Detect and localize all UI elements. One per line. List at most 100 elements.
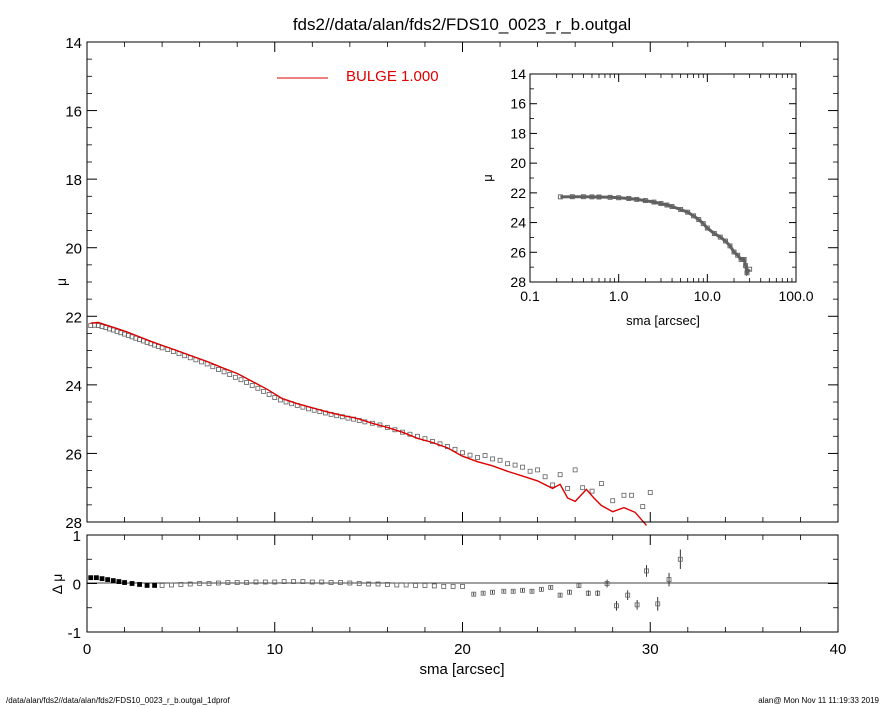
- residual-point: [319, 579, 325, 585]
- residual-point: [450, 584, 456, 589]
- main-data-point: [266, 392, 272, 397]
- residual-point: [422, 583, 428, 588]
- residual-point: [338, 580, 343, 585]
- main-data-point: [512, 462, 518, 468]
- main-data-point: [550, 482, 556, 488]
- residual-point: [300, 579, 306, 584]
- residual-point: [576, 583, 582, 588]
- residual-point: [178, 582, 184, 587]
- residual-point: [490, 589, 495, 595]
- inset-y-tick-label: 16: [510, 96, 526, 112]
- residual-point: [206, 581, 212, 586]
- main-y-tick-label: 28: [65, 515, 82, 532]
- main-data-point: [261, 388, 266, 394]
- main-y-axis-label: μ: [53, 278, 69, 286]
- main-y-tick-label: 18: [65, 172, 82, 189]
- residual-point: [169, 582, 174, 588]
- inset-y-tick-label: 14: [510, 66, 526, 82]
- inset-ticks: [529, 73, 797, 283]
- residual-y-tick-label: 0: [73, 577, 81, 594]
- inset-plot: 14 16 18 20 22 24 26 28 0.1 1.0 10.0 100.0 μ sma […: [480, 66, 814, 328]
- residual-point: [116, 579, 122, 584]
- main-data-point: [505, 461, 510, 467]
- residual-point: [152, 583, 157, 588]
- inset-x-tick-label: 0.1: [520, 288, 540, 304]
- inset-x-tick-label: 10.0: [694, 288, 721, 304]
- residual-point: [366, 581, 372, 587]
- main-y-tick-label: 22: [65, 309, 82, 326]
- main-data-point: [460, 450, 465, 456]
- residual-point: [137, 582, 142, 587]
- residual-point: [460, 584, 465, 589]
- residual-point: [634, 602, 640, 608]
- residual-point: [471, 591, 477, 597]
- main-data-point: [535, 467, 540, 473]
- main-plot: 14 16 18 20 22 24 26 28 μ BULGE 1.000: [53, 35, 839, 532]
- residual-y-tick-label: 1: [73, 528, 81, 545]
- inset-y-tick-label: 26: [510, 244, 526, 260]
- main-data-point: [520, 464, 525, 470]
- residual-point: [384, 582, 390, 587]
- main-y-tick-label: 20: [65, 241, 82, 258]
- residual-point: [595, 590, 601, 596]
- residual-point: [347, 580, 353, 586]
- inset-y-tick-label: 24: [510, 215, 526, 231]
- main-data-point: [640, 504, 646, 509]
- main-data-point: [542, 474, 548, 480]
- main-data-point: [272, 395, 278, 400]
- residual-frame: [86, 534, 839, 633]
- main-y-tick-label: 24: [65, 378, 82, 395]
- residual-point: [510, 588, 516, 594]
- residual-point: [225, 580, 231, 585]
- residual-point: [655, 601, 661, 607]
- inset-y-tick-labels: 14 16 18 20 22 24 26 28: [510, 66, 526, 290]
- residual-point: [677, 556, 683, 562]
- residual-point: [129, 581, 135, 586]
- inset-x-tick-labels: 0.1 1.0 10.0 100.0: [520, 288, 813, 304]
- inset-y-tick-label: 20: [510, 155, 526, 171]
- residual-point: [159, 583, 165, 588]
- residual-point: [501, 588, 507, 594]
- residual-point: [244, 580, 249, 585]
- residual-point: [253, 579, 259, 585]
- main-data-point: [227, 372, 233, 377]
- residual-ticks: [86, 534, 839, 633]
- residual-point: [394, 582, 400, 588]
- residual-point: [413, 583, 418, 588]
- residual-point: [403, 582, 409, 588]
- main-data-point: [565, 485, 571, 491]
- residual-point: [356, 581, 362, 586]
- main-data-point: [527, 468, 533, 474]
- residual-y-axis-label: Δ μ: [49, 574, 65, 595]
- residual-x-tick-label: 30: [642, 641, 659, 658]
- bulge-model-line: [90, 321, 648, 526]
- residual-point: [480, 590, 486, 596]
- footer-file-path: /data/alan/fds2//data/alan/fds2/FDS10_00…: [6, 696, 230, 705]
- residual-y-tick-label: -1: [68, 625, 81, 642]
- main-data-point: [497, 457, 503, 463]
- main-series: [88, 321, 653, 526]
- residual-point: [93, 575, 99, 581]
- inset-background: [530, 74, 796, 282]
- residual-x-tick-label: 10: [266, 641, 283, 658]
- residual-point: [291, 579, 296, 584]
- main-data-point: [647, 490, 653, 495]
- residual-point: [99, 576, 105, 582]
- residual-point: [548, 584, 554, 590]
- main-data-point: [221, 369, 227, 375]
- main-data-point: [589, 488, 595, 494]
- residual-point: [110, 578, 116, 583]
- main-data-point: [557, 472, 563, 478]
- residual-point: [604, 581, 610, 586]
- inset-x-tick-label: 100.0: [778, 288, 813, 304]
- residual-plot: -101 0 10 20 30 40 Δ μ sma [arcsec]: [49, 528, 846, 678]
- inset-y-tick-label: 28: [510, 274, 526, 290]
- main-data-point: [475, 455, 480, 460]
- inset-x-axis-label: sma [arcsec]: [626, 313, 700, 328]
- inset-y-tick-label: 22: [510, 185, 526, 201]
- main-data-point: [580, 485, 586, 491]
- residual-point: [441, 584, 447, 589]
- main-title: fds2//data/alan/fds2/FDS10_0023_r_b.outg…: [293, 15, 631, 34]
- residual-point: [144, 583, 150, 588]
- residual-point: [585, 590, 591, 596]
